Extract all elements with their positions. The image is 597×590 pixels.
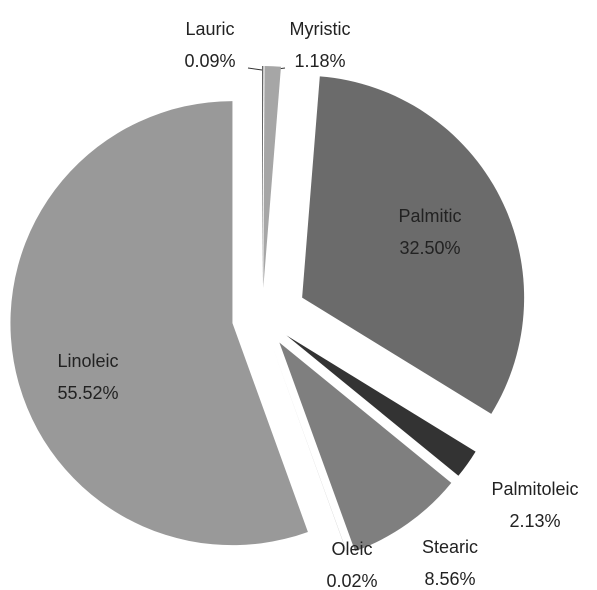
slice-value-label: 55.52% (57, 383, 118, 403)
slice-label: Palmitic (398, 206, 461, 226)
pie-slice (279, 342, 452, 552)
slice-label: Lauric (185, 19, 234, 39)
slice-label: Oleic (331, 539, 372, 559)
slice-value-label: 1.18% (294, 51, 345, 71)
slice-label: Myristic (290, 19, 351, 39)
slice-label: Linoleic (57, 351, 118, 371)
slice-label: Stearic (422, 537, 478, 557)
slice-value-label: 0.02% (326, 571, 377, 590)
pie-slice (262, 66, 264, 289)
slice-value-label: 32.50% (399, 238, 460, 258)
slice-value-label: 8.56% (424, 569, 475, 589)
pie-slice (10, 101, 308, 546)
pie-slice (302, 76, 525, 414)
slice-value-label: 0.09% (184, 51, 235, 71)
pie-slice (286, 335, 476, 476)
slice-value-label: 2.13% (509, 511, 560, 531)
leader-line (247, 67, 263, 71)
pie-slice (272, 346, 348, 555)
pie-slice (263, 66, 281, 289)
slice-label: Palmitoleic (491, 479, 578, 499)
